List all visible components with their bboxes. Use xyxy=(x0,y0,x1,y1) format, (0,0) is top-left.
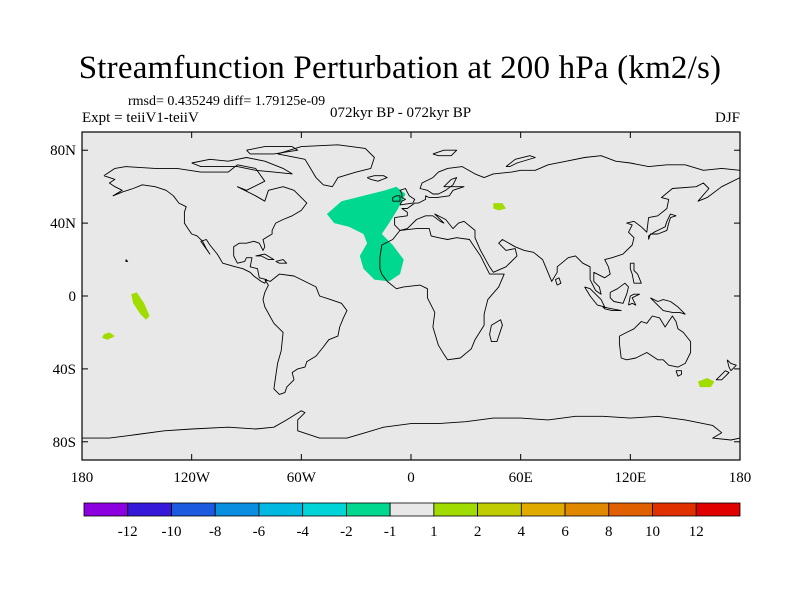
coastline-south-america xyxy=(262,273,348,395)
lon-tick-label: 0 xyxy=(407,470,415,486)
colorbar-swatch xyxy=(302,502,347,517)
colorbar: -12 -10 -8 -6 -4 -2 -1 1 2 4 6 8 10 12 xyxy=(83,502,741,540)
lat-tick-label: 80N xyxy=(50,143,76,159)
coastline-australia xyxy=(618,315,692,368)
map-background xyxy=(82,132,740,460)
lon-tick-label: 180 xyxy=(71,470,94,486)
anomaly-tasman-positive xyxy=(698,378,715,388)
lon-tick-label: 120W xyxy=(173,470,211,486)
coastline-madagascar xyxy=(489,319,503,343)
colorbar-swatch xyxy=(564,502,610,517)
lon-tick-label: 60E xyxy=(509,470,533,486)
coastline-nz-north xyxy=(726,359,737,372)
colorbar-label: 10 xyxy=(645,524,660,540)
colorbar-swatch xyxy=(83,502,129,517)
coastline-eurasia xyxy=(394,155,741,295)
coastline-north-america xyxy=(103,164,308,284)
colorbar-swatch xyxy=(171,502,216,517)
colorbar-label: -10 xyxy=(162,524,182,540)
colorbar-label: -2 xyxy=(340,524,353,540)
colorbar-swatch xyxy=(258,502,304,517)
coastlines xyxy=(82,144,741,441)
lon-tick-label: 180 xyxy=(729,470,752,486)
lon-tick-label: 60W xyxy=(287,470,317,486)
coastline-nz-south xyxy=(715,370,730,381)
colorbar-swatch xyxy=(695,502,741,517)
lat-tick-label: 40N xyxy=(50,216,76,232)
lat-tick-label: 80S xyxy=(53,435,76,451)
coastline-new-guinea xyxy=(650,297,686,315)
chart-title: Streamfunction Perturbation at 200 hPa (… xyxy=(78,50,722,86)
lat-tick-label: 0 xyxy=(69,289,77,305)
colorbar-label: 12 xyxy=(689,524,704,540)
coastline-iceland xyxy=(366,175,388,182)
period-label: 072kyr BP - 072kyr BP xyxy=(330,105,472,121)
coastline-antarctica xyxy=(82,410,741,441)
experiment-label: Expt = teiiV1-teiiV xyxy=(82,110,199,126)
anomaly-north-atlantic-negative xyxy=(326,186,406,282)
colorbar-swatch xyxy=(345,502,391,517)
lon-tick-label: 120E xyxy=(614,470,646,486)
coastline-tasmania xyxy=(675,370,682,377)
colorbar-swatch xyxy=(433,502,478,517)
colorbar-label: -4 xyxy=(296,524,309,540)
coastline-greenland xyxy=(277,144,375,188)
colorbar-label: 2 xyxy=(474,524,482,540)
coastline-arctic-canada xyxy=(191,157,293,175)
coastline-sulawesi xyxy=(628,293,640,306)
colorbar-swatch xyxy=(127,502,172,517)
anomaly-central-pacific-positive xyxy=(131,292,150,320)
axis-ticks: 80N 40N 0 40S 80S 180 120W 60W 0 60E 120E 180 xyxy=(50,132,751,486)
coastline-java xyxy=(602,306,622,312)
colorbar-label: 1 xyxy=(430,524,438,540)
coastline-hispaniola xyxy=(275,259,288,264)
coastline-sri-lanka xyxy=(554,277,562,286)
lat-tick-label: 40S xyxy=(53,362,76,378)
colorbar-swatch xyxy=(477,502,522,517)
season-label: DJF xyxy=(714,110,740,126)
colorbar-swatch xyxy=(608,502,653,517)
coastline-novaya-zemlya xyxy=(505,155,536,168)
colorbar-label: -8 xyxy=(209,524,222,540)
anomaly-caspian-positive xyxy=(493,203,506,211)
coastline-philippines xyxy=(629,262,642,284)
colorbar-label: -6 xyxy=(253,524,266,540)
coastline-svalbard xyxy=(432,149,458,157)
colorbar-label: 8 xyxy=(605,524,613,540)
coastline-hawaii xyxy=(125,259,129,262)
coastline-borneo xyxy=(609,282,629,304)
colorbar-swatch xyxy=(214,502,260,517)
coastline-baffin xyxy=(246,146,299,155)
coastline-ireland xyxy=(392,195,401,202)
colorbar-label: 6 xyxy=(561,524,569,540)
coastline-japan xyxy=(648,213,677,240)
colorbar-label: 4 xyxy=(518,524,526,540)
anomaly-layer xyxy=(102,186,715,388)
coastline-africa xyxy=(379,228,505,361)
colorbar-swatch xyxy=(652,502,697,517)
colorbar-label: -1 xyxy=(384,524,397,540)
colorbar-label: -12 xyxy=(118,524,138,540)
coastline-britain xyxy=(399,188,416,206)
coastline-cuba xyxy=(255,253,275,261)
colorbar-swatch xyxy=(520,502,566,517)
stats-line: rmsd= 0.435249 diff= 1.79125e-09 xyxy=(128,94,326,109)
anomaly-south-pacific-positive xyxy=(102,332,115,340)
colorbar-swatch xyxy=(389,502,435,517)
